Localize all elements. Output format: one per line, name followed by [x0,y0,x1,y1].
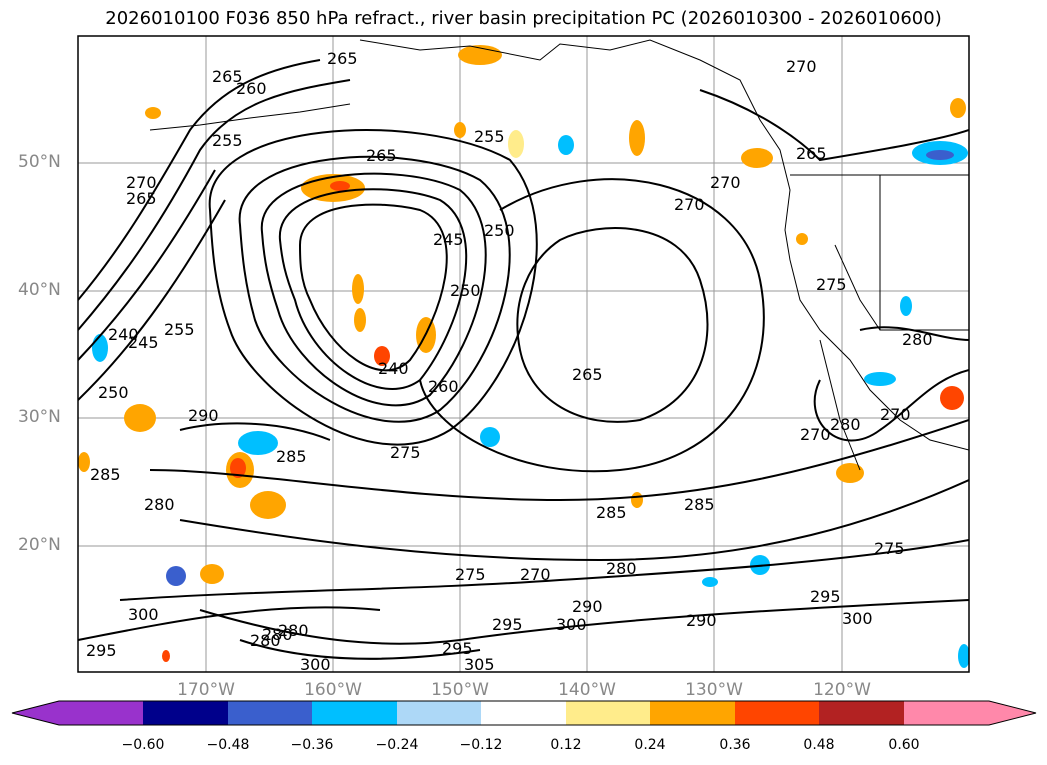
contour-label: 290 [188,406,219,425]
contour-label: 265 [126,189,157,208]
contour-label: 255 [164,320,195,339]
lon-label-170w: 170°W [177,680,235,700]
contour-label: 270 [800,425,831,444]
contour-label: 265 [796,144,827,163]
contour-label: 295 [86,641,117,660]
colorbar-tick: 0.48 [803,737,835,753]
lat-label-30n: 30°N [18,407,61,427]
contour-label: 280 [250,631,281,650]
contour-label: 300 [556,615,587,634]
contour-labels: 265 265 260 255 255 265 265 270 270 270 … [86,49,933,674]
contour-label: 255 [212,131,243,150]
colorbar-tick: −0.12 [459,737,503,753]
lat-label-40n: 40°N [18,280,61,300]
contour-label: 270 [674,195,705,214]
contour-label: 290 [686,611,717,630]
colorbar-segment [819,701,904,725]
contour-label: 280 [278,621,309,640]
gridlines [78,36,969,672]
colorbar-segment [143,701,228,725]
lon-label-160w: 160°W [304,680,362,700]
map-panel: 265 265 260 255 255 265 265 270 270 270 … [77,35,970,674]
colorbar-outline [11,700,1037,726]
contour-label: 265 [212,67,243,86]
colorbar-tick: −0.36 [290,737,334,753]
lon-label-130w: 130°W [685,680,743,700]
refractivity-contours [78,59,969,660]
colorbar-segment [481,701,566,725]
contour-label: 295 [492,615,523,634]
lat-label-50n: 50°N [18,152,61,172]
lat-label-20n: 20°N [18,535,61,555]
contour-label: 250 [450,281,481,300]
colorbar-segment [397,701,481,725]
contour-label: 290 [572,597,603,616]
contour-label: 305 [464,655,495,674]
contour-label: 265 [327,49,358,68]
contour-label: 265 [366,146,397,165]
map-title: 2026010100 F036 850 hPa refract., river … [105,8,942,29]
contour-label: 285 [684,495,715,514]
colorbar-tick: 0.60 [888,737,920,753]
contour-label: 250 [98,383,129,402]
contour-label: 295 [810,587,841,606]
contour-label: 240 [108,325,139,344]
contour-label: 250 [484,221,515,240]
colorbar-tick: −0.24 [375,737,419,753]
contour-label: 255 [474,127,505,146]
contour-label: 280 [830,415,861,434]
contour-label: 270 [710,173,741,192]
contour-label: 265 [572,365,603,384]
contour-label: 285 [596,503,627,522]
contour-label: 285 [90,465,121,484]
lon-label-120w: 120°W [813,680,871,700]
contour-label: 240 [378,359,409,378]
contour-label: 245 [128,333,159,352]
contour-label: 270 [880,405,911,424]
colorbar-tick: −0.60 [121,737,165,753]
colorbar-segment [735,701,819,725]
colorbar-tick: −0.48 [206,737,250,753]
contour-label: 270 [520,565,551,584]
contour-label: 280 [606,559,637,578]
contour-label: 275 [874,539,905,558]
coastlines [149,39,969,471]
contour-label: 260 [236,79,267,98]
colorbar-segment [228,701,312,725]
contour-label: 270 [786,57,817,76]
colorbar-extend-low [12,701,59,725]
contour-label: 275 [816,275,847,294]
contour-label: 300 [300,655,331,674]
contour-label: 300 [128,605,159,624]
colorbar-segment [566,701,650,725]
contour-label: 280 [144,495,175,514]
lon-label-150w: 150°W [431,680,489,700]
colorbar-segment [312,701,397,725]
contour-label: 280 [902,330,933,349]
contour-label: 275 [455,565,486,584]
contour-label: 260 [428,377,459,396]
colorbar-tick: 0.24 [634,737,666,753]
colorbar-tick: 0.12 [550,737,582,753]
contour-label: 295 [442,639,473,658]
colorbar-segment [904,701,989,725]
contour-label: 270 [126,173,157,192]
lon-label-140w: 140°W [558,680,616,700]
contour-label: 275 [390,443,421,462]
colorbar-extend-high [989,701,1036,725]
map-frame [77,35,970,673]
colorbar-segment [650,701,735,725]
contour-label: 245 [433,230,464,249]
colorbar-tick: 0.36 [719,737,751,753]
contour-label: 280 [262,625,293,644]
contour-label: 285 [276,447,307,466]
colorbar-segment [59,701,143,725]
contour-label: 300 [842,609,873,628]
precip-shading [78,45,969,668]
colorbar [11,700,1037,726]
